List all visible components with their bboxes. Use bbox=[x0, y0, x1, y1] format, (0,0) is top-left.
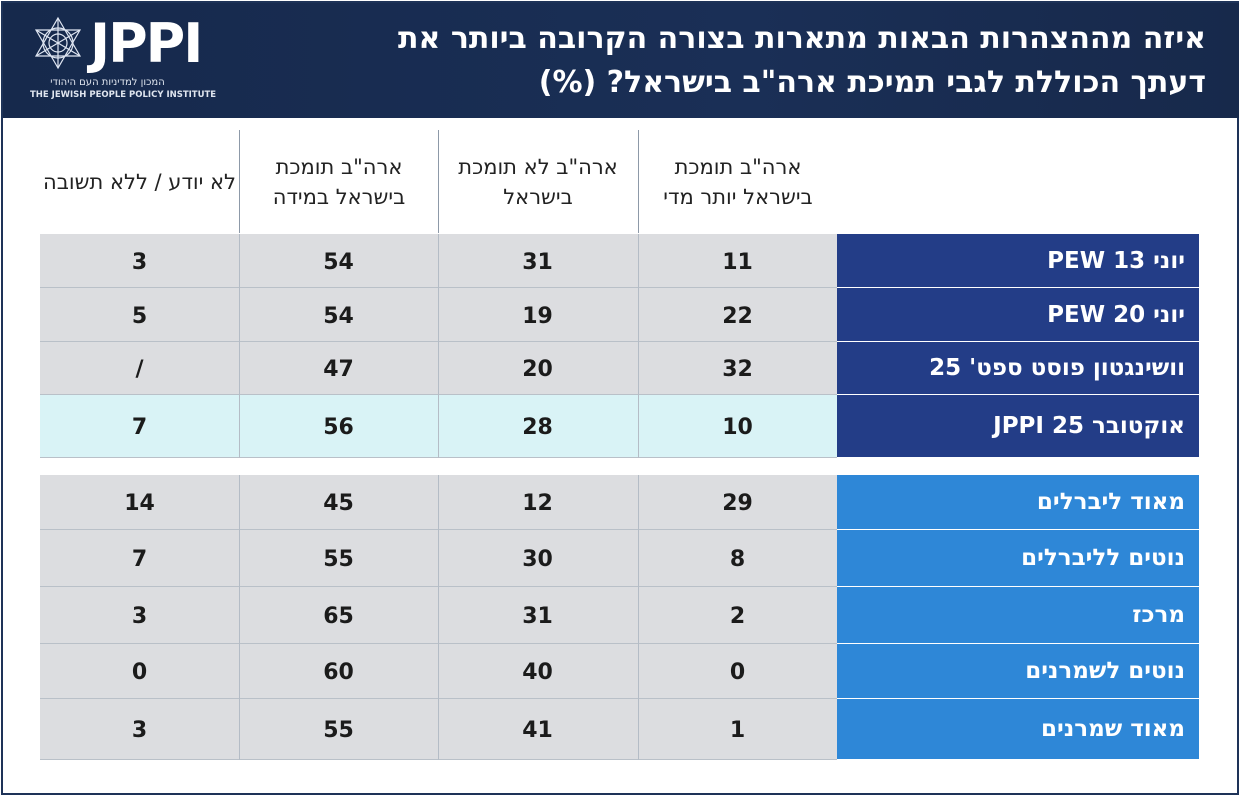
table-cell: 0 bbox=[729, 660, 746, 685]
table-cell: 20 bbox=[522, 357, 553, 382]
row-label: וושינגטון פוסט ספט' 25 bbox=[837, 342, 1199, 395]
row-label: יוני 20 PEW bbox=[837, 288, 1199, 342]
table-cell: 12 bbox=[522, 491, 553, 516]
column-header: לא יודע / ללא תשובה bbox=[43, 169, 236, 194]
column-header: ארה"ב תומכת בישראל יותר מדי bbox=[638, 130, 837, 233]
table-cell: 31 bbox=[522, 604, 553, 629]
column-divider bbox=[239, 475, 240, 760]
table-cell: 10 bbox=[722, 415, 753, 440]
column-header: ארה"ב לא תומכת בישראל bbox=[438, 130, 637, 233]
table-cell: 32 bbox=[722, 357, 753, 382]
table-cell: 65 bbox=[323, 604, 354, 629]
table-cell: 1 bbox=[729, 718, 746, 743]
column-divider bbox=[239, 234, 240, 458]
logo-english-caption: THE JEWISH PEOPLE POLICY INSTITUTE bbox=[30, 90, 217, 100]
table-cell: 7 bbox=[131, 415, 148, 440]
row-label: מרכז bbox=[837, 587, 1199, 644]
table-cell: 3 bbox=[131, 718, 148, 743]
star-of-david-icon bbox=[34, 16, 82, 70]
table-cell: 41 bbox=[522, 718, 553, 743]
table-cell: 30 bbox=[522, 547, 553, 572]
column-divider bbox=[438, 234, 439, 458]
table-cell: 55 bbox=[323, 718, 354, 743]
table-cell: 40 bbox=[522, 660, 553, 685]
jppi-logo: JPPI המכון למדיניות העם היהודי THE JEWIS… bbox=[30, 12, 230, 106]
row-label: אוקטובר 25 JPPI bbox=[837, 395, 1199, 458]
table-cell: 22 bbox=[722, 303, 753, 329]
table-cell: 14 bbox=[124, 491, 155, 516]
chart-title: איזה מההצהרות הבאות מתארות בצורה הקרובה … bbox=[398, 21, 1206, 100]
table-cell: 56 bbox=[323, 415, 354, 440]
column-divider bbox=[638, 475, 639, 760]
table-cell: 3 bbox=[131, 604, 148, 629]
table-cell: 3 bbox=[131, 249, 148, 275]
table-cell: 0 bbox=[131, 660, 148, 685]
table-cell: 8 bbox=[729, 547, 746, 572]
table-cell: 19 bbox=[522, 303, 553, 329]
table-cell: 5 bbox=[131, 303, 148, 329]
table-cell: / bbox=[135, 357, 144, 382]
logo-wordmark: JPPI bbox=[90, 12, 203, 75]
row-label: יוני 13 PEW bbox=[837, 234, 1199, 288]
table-cell: 60 bbox=[323, 660, 354, 685]
table-cell: 54 bbox=[323, 303, 354, 329]
table-cell: 54 bbox=[323, 249, 354, 275]
row-label: מאוד ליברלים bbox=[837, 475, 1199, 530]
row-label: נוטים לליברלים bbox=[837, 530, 1199, 587]
table-cell: 55 bbox=[323, 547, 354, 572]
table-cell: 7 bbox=[131, 547, 148, 572]
row-label: נוטים לשמרנים bbox=[837, 644, 1199, 699]
table-cell: 45 bbox=[323, 491, 354, 516]
table-cell: 31 bbox=[522, 249, 553, 275]
table-cell: 2 bbox=[729, 604, 746, 629]
header-bar: JPPI המכון למדיניות העם היהודי THE JEWIS… bbox=[3, 3, 1239, 118]
column-divider bbox=[638, 234, 639, 458]
table-cell: 29 bbox=[722, 491, 753, 516]
logo-hebrew-caption: המכון למדיניות העם היהודי bbox=[50, 77, 165, 88]
table-cell: 11 bbox=[722, 249, 753, 275]
column-divider bbox=[438, 475, 439, 760]
row-label: מאוד שמרנים bbox=[837, 699, 1199, 760]
table-cell: 47 bbox=[323, 357, 354, 382]
table-cell: 28 bbox=[522, 415, 553, 440]
column-header: ארה"ב תומכת בישראל במידה bbox=[239, 130, 438, 233]
